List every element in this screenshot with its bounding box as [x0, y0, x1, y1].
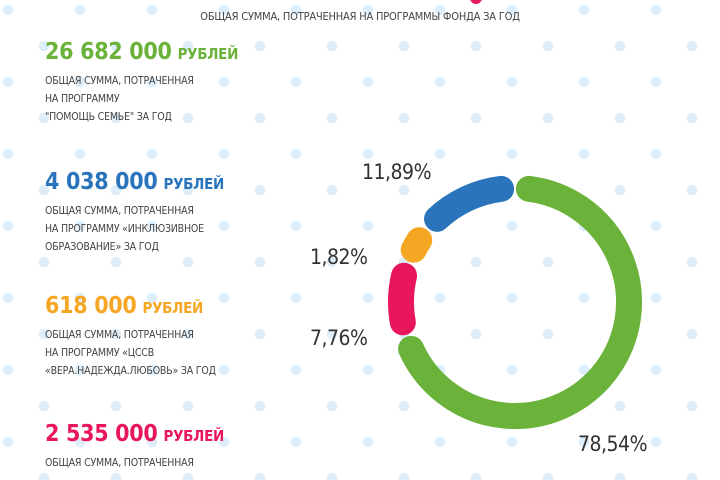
description: ОБЩАЯ СУММА, ПОТРАЧЕННАЯ НА ПРОГРАММУ "ПОМ… [45, 72, 238, 126]
slice-label-orange: 1,82% [310, 245, 368, 269]
donut-slice-0 [398, 175, 642, 429]
amount: 2 535 000 РУБЛЕЙ [45, 420, 224, 450]
description: ОБЩАЯ СУММА, ПОТРАЧЕННАЯ НА ПРОГРАММУ «ИН… [45, 202, 224, 256]
desc-line: ОБРАЗОВАНИЕ» ЗА ГОД [45, 241, 159, 253]
amount: 4 038 000 РУБЛЕЙ [45, 168, 224, 198]
desc-line: ОБЩАЯ СУММА, ПОТРАЧЕННАЯ [45, 75, 194, 87]
amount-value: 26 682 000 [45, 39, 172, 65]
amount-block-fourth: 2 535 000 РУБЛЕЙ ОБЩАЯ СУММА, ПОТРАЧЕННАЯ [45, 420, 224, 472]
description: ОБЩАЯ СУММА, ПОТРАЧЕННАЯ НА ПРОГРАММУ «ЦС… [45, 326, 216, 380]
donut-slice-3 [424, 175, 515, 232]
amount: 26 682 000 РУБЛЕЙ [45, 38, 238, 68]
donut-slice-1 [388, 262, 418, 336]
slice-label-green: 78,54% [578, 432, 648, 456]
desc-line: ОБЩАЯ СУММА, ПОТРАЧЕННАЯ [45, 457, 194, 469]
description: ОБЩАЯ СУММА, ПОТРАЧЕННАЯ [45, 454, 224, 472]
desc-line: «ВЕРА.НАДЕЖДА.ЛЮБОВЬ» ЗА ГОД [45, 365, 216, 377]
amount-block-inclusive-education: 4 038 000 РУБЛЕЙ ОБЩАЯ СУММА, ПОТРАЧЕННАЯ… [45, 168, 224, 256]
slice-label-blue: 11,89% [362, 160, 432, 184]
amount-unit: РУБЛЕЙ [142, 299, 203, 317]
page-title: ОБЩАЯ СУММА, ПОТРАЧЕННАЯ НА ПРОГРАММЫ ФО… [200, 10, 520, 23]
amount-block-family-help: 26 682 000 РУБЛЕЙ ОБЩАЯ СУММА, ПОТРАЧЕННА… [45, 38, 238, 126]
slice-label-pink: 7,76% [310, 326, 368, 350]
amount-block-cssv: 618 000 РУБЛЕЙ ОБЩАЯ СУММА, ПОТРАЧЕННАЯ НА… [45, 292, 216, 380]
amount-value: 618 000 [45, 293, 137, 319]
desc-line: ОБЩАЯ СУММА, ПОТРАЧЕННАЯ [45, 205, 194, 217]
decorative-dot [470, 0, 482, 4]
donut-slice-2 [400, 227, 433, 263]
amount-unit: РУБЛЕЙ [163, 427, 224, 445]
desc-line: "ПОМОЩЬ СЕМЬЕ" ЗА ГОД [45, 111, 172, 123]
amount-value: 2 535 000 [45, 421, 158, 447]
amount-value: 4 038 000 [45, 169, 158, 195]
amount-unit: РУБЛЕЙ [163, 175, 224, 193]
desc-line: НА ПРОГРАММУ «ИНКЛЮЗИВНОЕ [45, 223, 204, 235]
desc-line: ОБЩАЯ СУММА, ПОТРАЧЕННАЯ [45, 329, 194, 341]
desc-line: НА ПРОГРАММУ «ЦССВ [45, 347, 154, 359]
amount: 618 000 РУБЛЕЙ [45, 292, 216, 322]
desc-line: НА ПРОГРАММУ [45, 93, 120, 105]
amount-unit: РУБЛЕЙ [177, 45, 239, 63]
